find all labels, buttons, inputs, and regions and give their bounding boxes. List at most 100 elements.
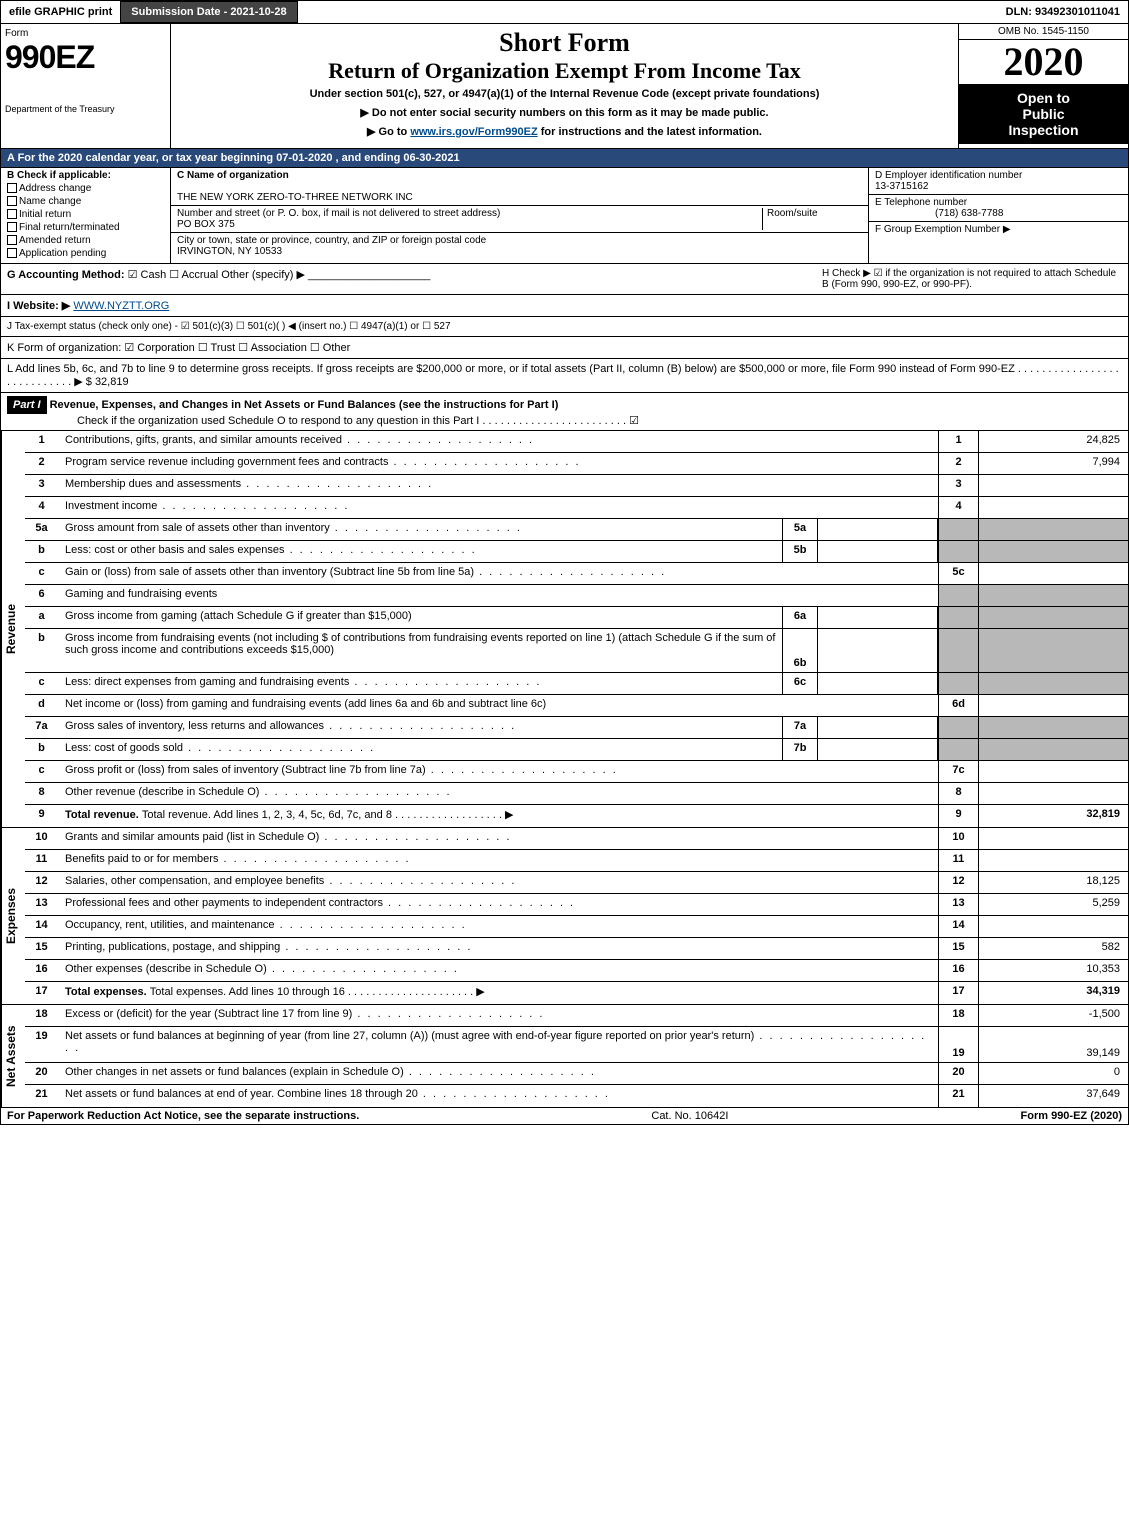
line-5a: 5aGross amount from sale of assets other… <box>25 519 1128 541</box>
open-l2: Public <box>961 106 1126 122</box>
submission-date-button[interactable]: Submission Date - 2021-10-28 <box>120 1 297 23</box>
chk-amended-return[interactable]: Amended return <box>7 235 164 246</box>
line-6c: cLess: direct expenses from gaming and f… <box>25 673 1128 695</box>
footer-form: Form 990-EZ (2020) <box>1021 1110 1122 1122</box>
part-i-sub: Check if the organization used Schedule … <box>7 415 639 427</box>
part-i-header: Part I Revenue, Expenses, and Changes in… <box>0 393 1129 431</box>
l-value: 32,819 <box>95 376 129 388</box>
section-gh: G Accounting Method: ☑ Cash ☐ Accrual Ot… <box>0 264 1129 295</box>
city-label: City or town, state or province, country… <box>177 235 486 246</box>
top-bar: efile GRAPHIC print Submission Date - 20… <box>0 0 1129 24</box>
goto-post: for instructions and the latest informat… <box>538 126 762 138</box>
b-label: B Check if applicable: <box>7 170 164 181</box>
org-name: THE NEW YORK ZERO-TO-THREE NETWORK INC <box>177 192 413 203</box>
title-return: Return of Organization Exempt From Incom… <box>179 58 950 84</box>
title-short-form: Short Form <box>179 28 950 58</box>
c-label: C Name of organization <box>177 170 862 181</box>
section-j: J Tax-exempt status (check only one) - ☑… <box>0 317 1129 337</box>
line-2: 2Program service revenue including gover… <box>25 453 1128 475</box>
line-17: 17Total expenses. Total expenses. Add li… <box>25 982 1128 1004</box>
g-label: G Accounting Method: <box>7 269 125 281</box>
department-label: Department of the Treasury <box>5 104 166 114</box>
revenue-block: Revenue 1Contributions, gifts, grants, a… <box>0 431 1129 828</box>
chk-initial-return[interactable]: Initial return <box>7 209 164 220</box>
line-7a: 7aGross sales of inventory, less returns… <box>25 717 1128 739</box>
addr-label: Number and street (or P. O. box, if mail… <box>177 208 500 219</box>
header-left: Form 990EZ Department of the Treasury <box>1 24 171 148</box>
line-6: 6Gaming and fundraising events <box>25 585 1128 607</box>
line-5b: bLess: cost or other basis and sales exp… <box>25 541 1128 563</box>
page-footer: For Paperwork Reduction Act Notice, see … <box>0 1108 1129 1125</box>
warning-ssn: ▶ Do not enter social security numbers o… <box>179 106 950 119</box>
line-7c: cGross profit or (loss) from sales of in… <box>25 761 1128 783</box>
line-19: 19Net assets or fund balances at beginni… <box>25 1027 1128 1063</box>
chk-address-change[interactable]: Address change <box>7 183 164 194</box>
section-i: I Website: ▶ WWW.NYZTT.ORG <box>0 295 1129 317</box>
line-16: 16Other expenses (describe in Schedule O… <box>25 960 1128 982</box>
netassets-vert-label: Net Assets <box>1 1005 25 1107</box>
website-link[interactable]: WWW.NYZTT.ORG <box>73 300 169 312</box>
section-l: L Add lines 5b, 6c, and 7b to line 9 to … <box>0 359 1129 393</box>
line-4: 4Investment income4 <box>25 497 1128 519</box>
line-3: 3Membership dues and assessments3 <box>25 475 1128 497</box>
efile-label: efile GRAPHIC print <box>1 2 120 22</box>
line-9: 9Total revenue. Total revenue. Add lines… <box>25 805 1128 827</box>
section-def: D Employer identification number13-37151… <box>868 168 1128 263</box>
ein-value: 13-3715162 <box>875 181 928 192</box>
header-right: OMB No. 1545-1150 2020 Open to Public In… <box>958 24 1128 148</box>
open-l3: Inspection <box>961 122 1126 138</box>
line-21: 21Net assets or fund balances at end of … <box>25 1085 1128 1107</box>
subtitle: Under section 501(c), 527, or 4947(a)(1)… <box>179 88 950 100</box>
form-label: Form <box>5 28 166 39</box>
section-k: K Form of organization: ☑ Corporation ☐ … <box>0 337 1129 359</box>
phone-value: (718) 638-7788 <box>875 208 1003 219</box>
expenses-vert-label: Expenses <box>1 828 25 1004</box>
i-label: I Website: ▶ <box>7 300 70 312</box>
line-6d: dNet income or (loss) from gaming and fu… <box>25 695 1128 717</box>
info-grid: B Check if applicable: Address change Na… <box>0 168 1129 264</box>
footer-cat: Cat. No. 10642I <box>359 1110 1020 1122</box>
line-15: 15Printing, publications, postage, and s… <box>25 938 1128 960</box>
line-12: 12Salaries, other compensation, and empl… <box>25 872 1128 894</box>
chk-final-return[interactable]: Final return/terminated <box>7 222 164 233</box>
header-center: Short Form Return of Organization Exempt… <box>171 24 958 148</box>
city-value: IRVINGTON, NY 10533 <box>177 246 282 257</box>
irs-link[interactable]: www.irs.gov/Form990EZ <box>410 126 537 138</box>
l-text: L Add lines 5b, 6c, and 7b to line 9 to … <box>7 363 1119 388</box>
line-20: 20Other changes in net assets or fund ba… <box>25 1063 1128 1085</box>
h-check: H Check ▶ ☑ if the organization is not r… <box>822 268 1122 290</box>
line-8: 8Other revenue (describe in Schedule O)8 <box>25 783 1128 805</box>
g-options: ☑ Cash ☐ Accrual Other (specify) ▶ <box>128 269 305 281</box>
line-13: 13Professional fees and other payments t… <box>25 894 1128 916</box>
line-6b: bGross income from fundraising events (n… <box>25 629 1128 673</box>
line-5c: cGain or (loss) from sale of assets othe… <box>25 563 1128 585</box>
chk-name-change[interactable]: Name change <box>7 196 164 207</box>
netassets-block: Net Assets 18Excess or (deficit) for the… <box>0 1005 1129 1108</box>
f-label: F Group Exemption Number ▶ <box>875 224 1011 235</box>
addr-value: PO BOX 375 <box>177 219 235 230</box>
expenses-block: Expenses 10Grants and similar amounts pa… <box>0 828 1129 1005</box>
form-header: Form 990EZ Department of the Treasury Sh… <box>0 24 1129 149</box>
revenue-vert-label: Revenue <box>1 431 25 827</box>
chk-application-pending[interactable]: Application pending <box>7 248 164 259</box>
part-i-title: Revenue, Expenses, and Changes in Net As… <box>50 399 559 411</box>
form-number: 990EZ <box>5 39 166 76</box>
line-6a: aGross income from gaming (attach Schedu… <box>25 607 1128 629</box>
line-11: 11Benefits paid to or for members11 <box>25 850 1128 872</box>
omb-number: OMB No. 1545-1150 <box>959 24 1128 40</box>
e-label: E Telephone number <box>875 197 967 208</box>
d-label: D Employer identification number <box>875 170 1022 181</box>
open-to-public: Open to Public Inspection <box>959 84 1128 144</box>
section-c-address: C Name of organization THE NEW YORK ZERO-… <box>171 168 868 263</box>
line-14: 14Occupancy, rent, utilities, and mainte… <box>25 916 1128 938</box>
goto-line: ▶ Go to www.irs.gov/Form990EZ for instru… <box>179 125 950 138</box>
dln-label: DLN: 93492301011041 <box>998 2 1128 22</box>
line-18: 18Excess or (deficit) for the year (Subt… <box>25 1005 1128 1027</box>
band-a-tax-year: A For the 2020 calendar year, or tax yea… <box>0 149 1129 168</box>
line-10: 10Grants and similar amounts paid (list … <box>25 828 1128 850</box>
footer-left: For Paperwork Reduction Act Notice, see … <box>7 1110 359 1122</box>
tax-year: 2020 <box>959 40 1128 84</box>
line-1: 1Contributions, gifts, grants, and simil… <box>25 431 1128 453</box>
part-i-label: Part I <box>7 396 47 414</box>
section-b-checkboxes: B Check if applicable: Address change Na… <box>1 168 171 263</box>
